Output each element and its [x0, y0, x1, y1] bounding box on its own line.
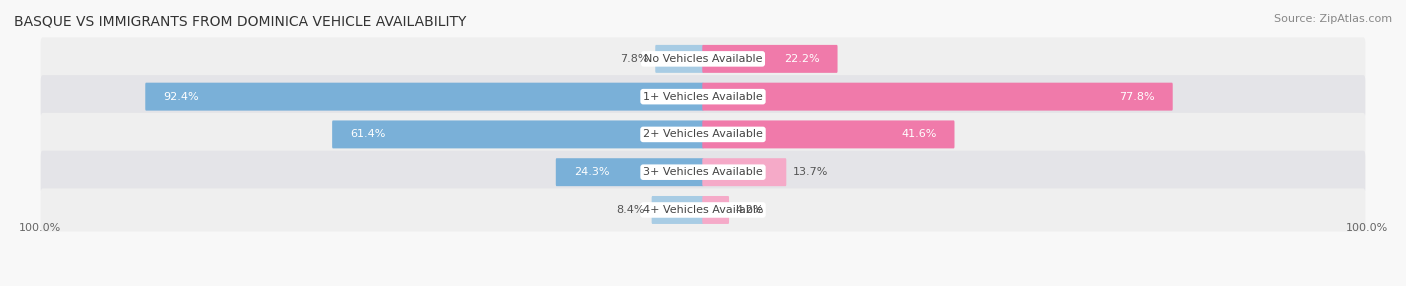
Text: 3+ Vehicles Available: 3+ Vehicles Available: [643, 167, 763, 177]
FancyBboxPatch shape: [655, 45, 704, 73]
Text: No Vehicles Available: No Vehicles Available: [644, 54, 762, 64]
Text: 41.6%: 41.6%: [901, 130, 936, 139]
Text: 100.0%: 100.0%: [1346, 223, 1388, 233]
FancyBboxPatch shape: [332, 120, 704, 148]
FancyBboxPatch shape: [41, 151, 1365, 194]
FancyBboxPatch shape: [702, 83, 1173, 111]
Text: 1+ Vehicles Available: 1+ Vehicles Available: [643, 92, 763, 102]
Text: 77.8%: 77.8%: [1119, 92, 1154, 102]
Text: 92.4%: 92.4%: [163, 92, 198, 102]
FancyBboxPatch shape: [702, 196, 730, 224]
FancyBboxPatch shape: [41, 113, 1365, 156]
FancyBboxPatch shape: [702, 120, 955, 148]
FancyBboxPatch shape: [555, 158, 704, 186]
Text: 4.2%: 4.2%: [735, 205, 763, 215]
FancyBboxPatch shape: [41, 75, 1365, 118]
Text: 100.0%: 100.0%: [18, 223, 60, 233]
FancyBboxPatch shape: [145, 83, 704, 111]
Text: 8.4%: 8.4%: [617, 205, 645, 215]
Text: 61.4%: 61.4%: [350, 130, 385, 139]
FancyBboxPatch shape: [702, 45, 838, 73]
Text: 7.8%: 7.8%: [620, 54, 648, 64]
Text: 13.7%: 13.7%: [793, 167, 828, 177]
Text: 4+ Vehicles Available: 4+ Vehicles Available: [643, 205, 763, 215]
Text: 22.2%: 22.2%: [785, 54, 820, 64]
FancyBboxPatch shape: [41, 37, 1365, 80]
FancyBboxPatch shape: [41, 188, 1365, 231]
FancyBboxPatch shape: [702, 158, 786, 186]
Text: 2+ Vehicles Available: 2+ Vehicles Available: [643, 130, 763, 139]
FancyBboxPatch shape: [651, 196, 704, 224]
Text: 24.3%: 24.3%: [574, 167, 609, 177]
Text: Source: ZipAtlas.com: Source: ZipAtlas.com: [1274, 14, 1392, 24]
Text: BASQUE VS IMMIGRANTS FROM DOMINICA VEHICLE AVAILABILITY: BASQUE VS IMMIGRANTS FROM DOMINICA VEHIC…: [14, 14, 467, 28]
